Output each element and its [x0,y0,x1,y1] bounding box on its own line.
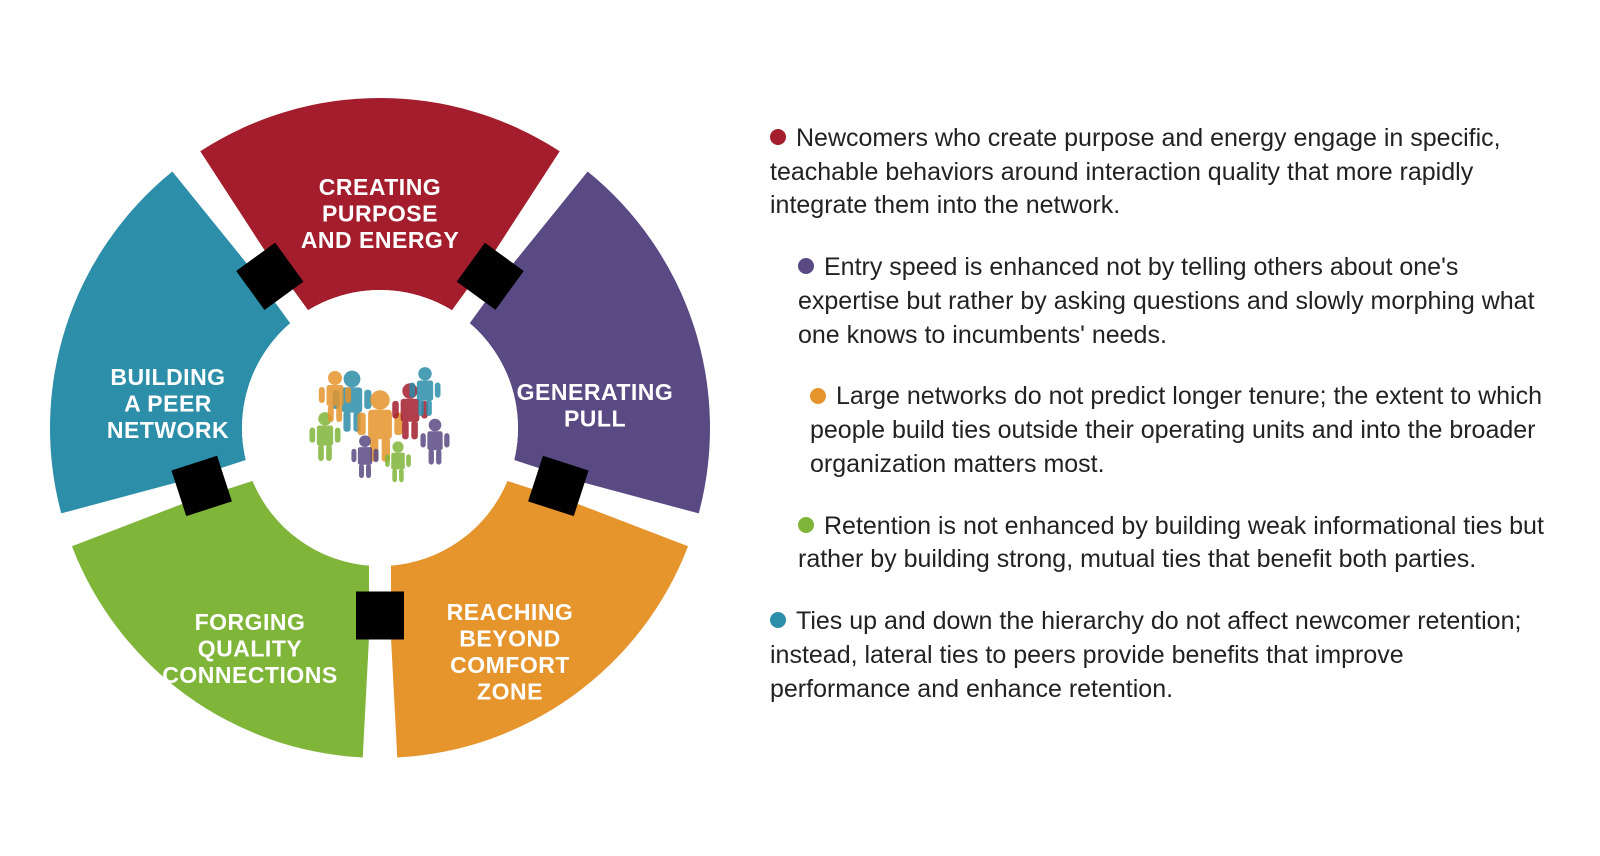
segment-label-line: PURPOSE [322,200,438,226]
segment-label-line: BUILDING [110,364,225,390]
legend-bullet [810,388,826,404]
legend-area: Newcomers who create purpose and energy … [740,20,1560,836]
segment-label-line: PULL [564,405,626,431]
segment-label-line: FORGING [195,609,306,635]
segment-label-building-peer: BUILDINGA PEERNETWORK [107,364,229,443]
segment-label-line: BEYOND [459,625,560,651]
segment-label-line: REACHING [447,599,574,625]
legend-text-content: Newcomers who create purpose and energy … [770,124,1501,220]
legend-text: Large networks do not predict longer ten… [810,380,1560,481]
legend-text: Entry speed is enhanced not by telling o… [798,251,1560,352]
legend-text-content: Entry speed is enhanced not by telling o… [798,253,1535,349]
legend-bullet [798,517,814,533]
segment-label-line: AND ENERGY [301,227,459,253]
legend-text: Retention is not enhanced by building we… [798,510,1560,578]
wheel-svg: CREATINGPURPOSEAND ENERGY GENERATINGPULL R… [20,20,740,836]
legend-text: Ties up and down the hierarchy do not af… [770,605,1550,706]
wheel-area: CREATINGPURPOSEAND ENERGY GENERATINGPULL R… [20,20,740,836]
legend-item: Entry speed is enhanced not by telling o… [770,251,1560,352]
segment-label-line: QUALITY [198,635,302,661]
legend-item: Ties up and down the hierarchy do not af… [770,605,1550,706]
legend-text: Newcomers who create purpose and energy … [770,122,1550,223]
segment-label-line: ZONE [477,678,543,704]
segment-label-line: COMFORT [450,652,570,678]
segment-label-line: CREATING [319,174,441,200]
legend-text-content: Large networks do not predict longer ten… [810,382,1542,478]
legend-item: Large networks do not predict longer ten… [770,380,1560,481]
infographic-page: CREATINGPURPOSEAND ENERGY GENERATINGPULL R… [0,0,1600,856]
segment-label-line: NETWORK [107,417,229,443]
legend-text-content: Ties up and down the hierarchy do not af… [770,607,1521,703]
segment-label-line: GENERATING [517,379,674,405]
legend-bullet [770,612,786,628]
legend-item: Retention is not enhanced by building we… [770,510,1560,578]
segment-label-line: A PEER [124,390,212,416]
ring-notch [356,592,404,640]
segment-label-creating-purpose: CREATINGPURPOSEAND ENERGY [301,174,459,253]
legend-item: Newcomers who create purpose and energy … [770,122,1550,223]
legend-text-content: Retention is not enhanced by building we… [798,512,1544,574]
legend-bullet [770,129,786,145]
segment-label-line: CONNECTIONS [162,662,337,688]
legend-bullet [798,258,814,274]
